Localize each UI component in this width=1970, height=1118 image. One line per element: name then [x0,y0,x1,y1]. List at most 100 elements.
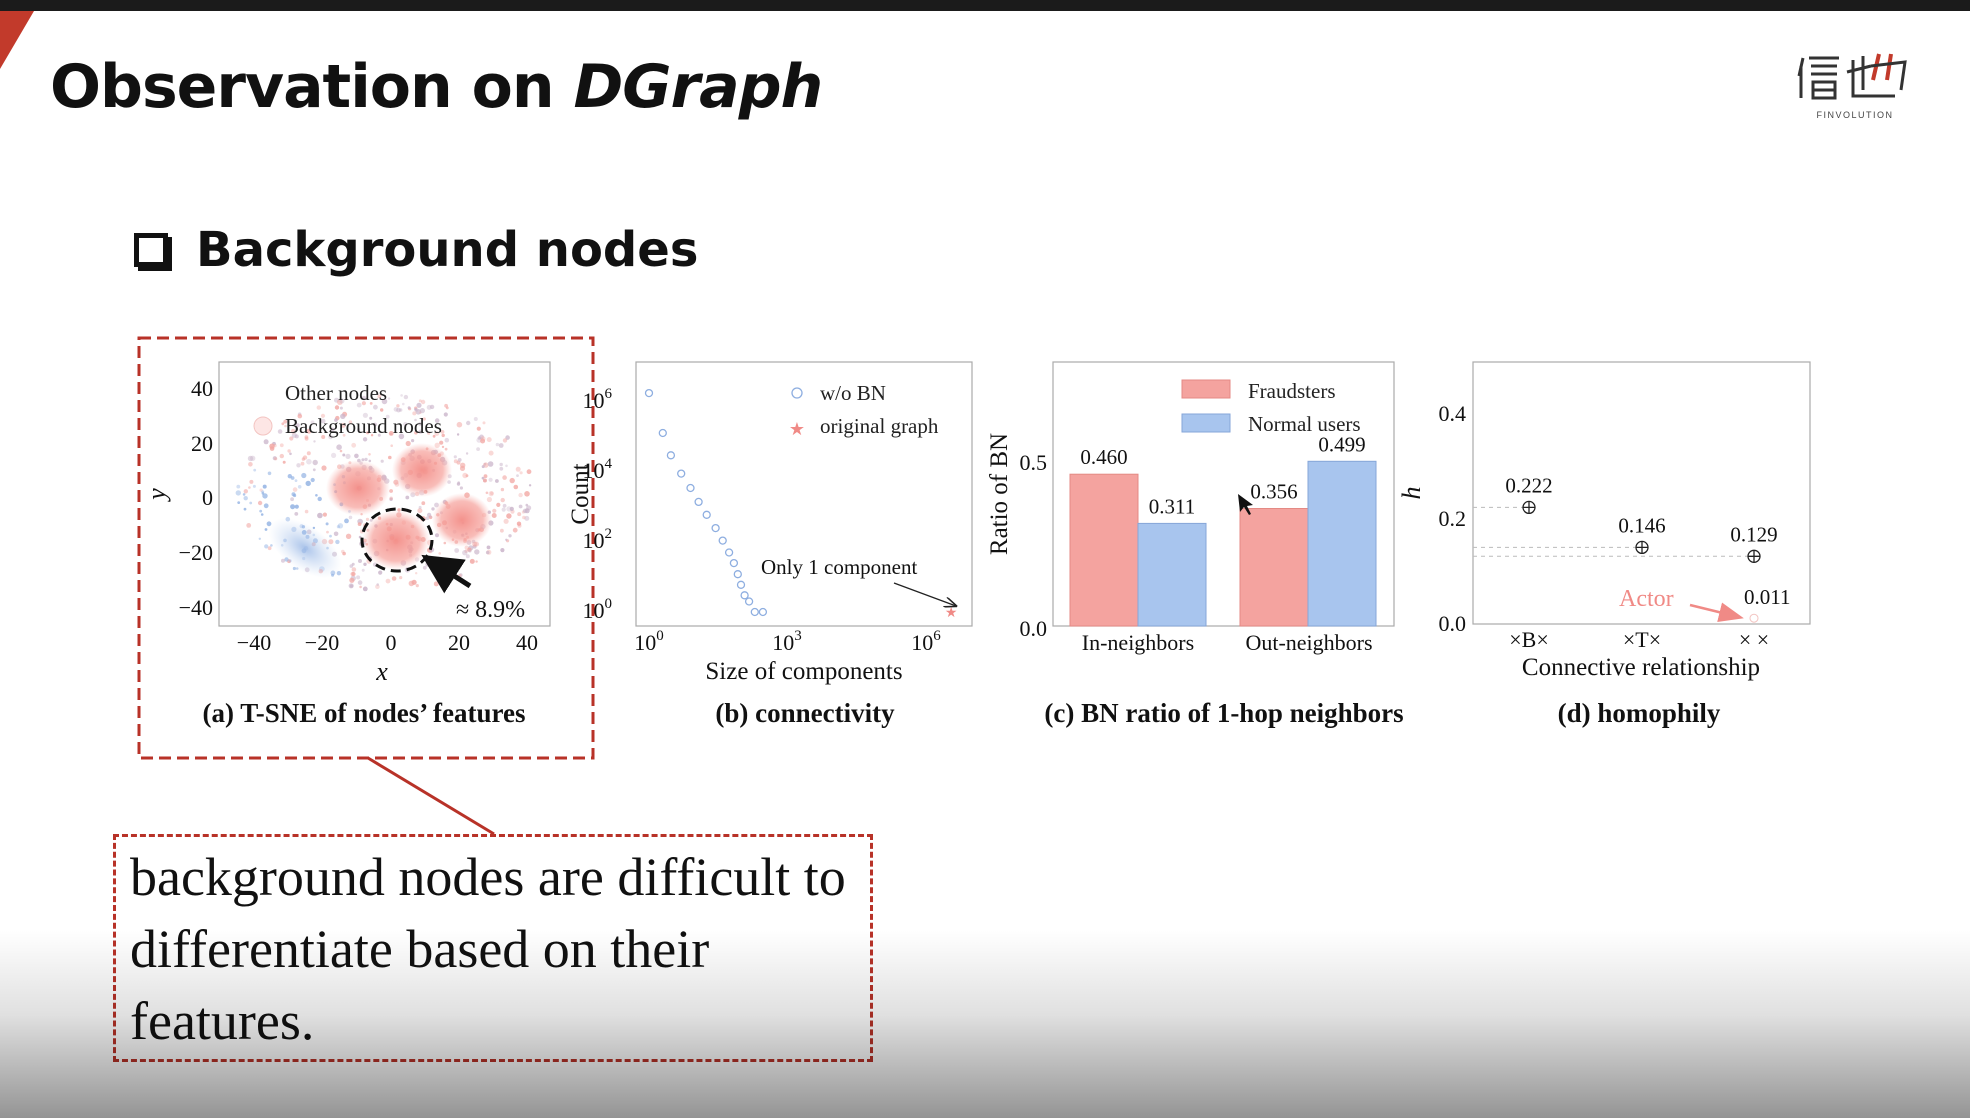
other-node-point [301,472,307,479]
mouse-cursor-icon [1238,494,1253,515]
background-node-point [420,399,426,405]
background-node-point [313,440,316,443]
background-node-point [351,442,357,448]
background-node-point [306,428,312,434]
background-node-point [528,484,532,487]
background-node-point [500,548,505,553]
background-node-point [349,584,354,588]
background-node-point [342,433,346,437]
background-node-point [467,547,472,552]
background-node-point [289,452,292,456]
x-tick-label: −40 [237,630,271,655]
other-node-point [262,484,267,489]
background-node-point [456,433,460,436]
background-node-point [243,489,248,494]
background-node-point [368,459,372,463]
background-node-point [522,508,528,514]
background-node-point [359,585,362,589]
background-node-point [378,570,383,575]
background-node-point [466,420,471,426]
background-node-point [425,516,430,520]
background-node-point [368,453,371,456]
background-node-point [362,586,368,592]
bn-ratio-bar [1069,473,1139,627]
background-node-point [459,486,463,490]
background-node-point [345,453,351,459]
background-node-point [492,508,497,513]
background-node-point [257,500,263,506]
tsne-cluster [432,493,492,547]
panel-caption: (b) connectivity [715,698,895,728]
background-node-point [263,439,269,445]
background-node-point [381,398,388,405]
background-node-point [481,465,485,469]
background-node-point [294,512,299,516]
background-node-point [434,431,440,436]
background-node-point [469,558,475,564]
background-node-point [425,562,430,567]
background-node-point [320,418,326,424]
other-node-point [236,484,241,489]
background-node-point [476,447,480,451]
y-tick-label: 0.4 [1439,401,1467,426]
background-node-point [396,407,401,413]
background-node-point [501,507,506,512]
y-tick-label: −40 [179,595,213,620]
background-node-point [341,549,345,554]
background-node-point [502,475,507,480]
background-node-point [515,466,521,472]
background-node-point [396,404,400,408]
bullet-text: Background nodes [196,222,699,278]
background-node-point [296,463,301,468]
background-node-point [389,497,393,501]
background-node-point [331,427,335,432]
background-node-point [434,418,440,423]
background-node-point [370,434,374,437]
bar-value-label: 0.356 [1250,480,1297,504]
other-node-point [262,493,268,499]
other-node-point [335,539,340,545]
component-point [724,548,734,557]
background-node-point [351,567,357,572]
background-node-point [321,435,326,439]
background-node-point [488,477,493,482]
other-node-point [290,504,296,510]
background-node-point [482,421,486,425]
other-node-point [305,480,311,487]
panel-d: 0.222 0.146 0.129 0.011 Actor 0.4 0.2 0.0 ×… [1397,361,1811,728]
bn-ratio-bar [1307,460,1377,627]
y-axis-label: Ratio of BN [986,433,1013,555]
callout-box: background nodes are difficult to differ… [113,834,873,1062]
background-node-point [508,534,512,538]
background-node-point [304,509,309,514]
background-node-point [414,418,417,422]
background-node-point [485,491,489,495]
background-node-point [454,548,460,553]
background-node-point [438,552,442,555]
background-node-point [455,567,459,571]
other-node-point [329,534,332,538]
background-node-point [416,402,422,408]
background-node-point [317,512,323,519]
point-value-label: 0.222 [1505,473,1552,497]
background-node-point [365,517,370,522]
background-node-point [284,424,287,428]
background-node-point [283,419,288,424]
x-axis-label: x [375,657,388,686]
bar-value-label: 0.311 [1149,494,1195,518]
background-node-point [389,489,393,493]
star-icon: ★ [789,419,805,439]
background-node-point [249,479,254,484]
background-node-point [525,503,529,507]
background-node-point [281,558,285,563]
y-tick-label: 0.2 [1439,506,1467,531]
background-node-point [380,408,384,412]
background-node-point [516,474,519,477]
legend-label: Normal users [1248,412,1361,436]
background-node-point [377,433,381,437]
x-tick-label: −20 [305,630,339,655]
background-node-point [487,461,494,467]
background-node-point [316,405,321,410]
x-tick-label: Out-neighbors [1245,630,1372,655]
